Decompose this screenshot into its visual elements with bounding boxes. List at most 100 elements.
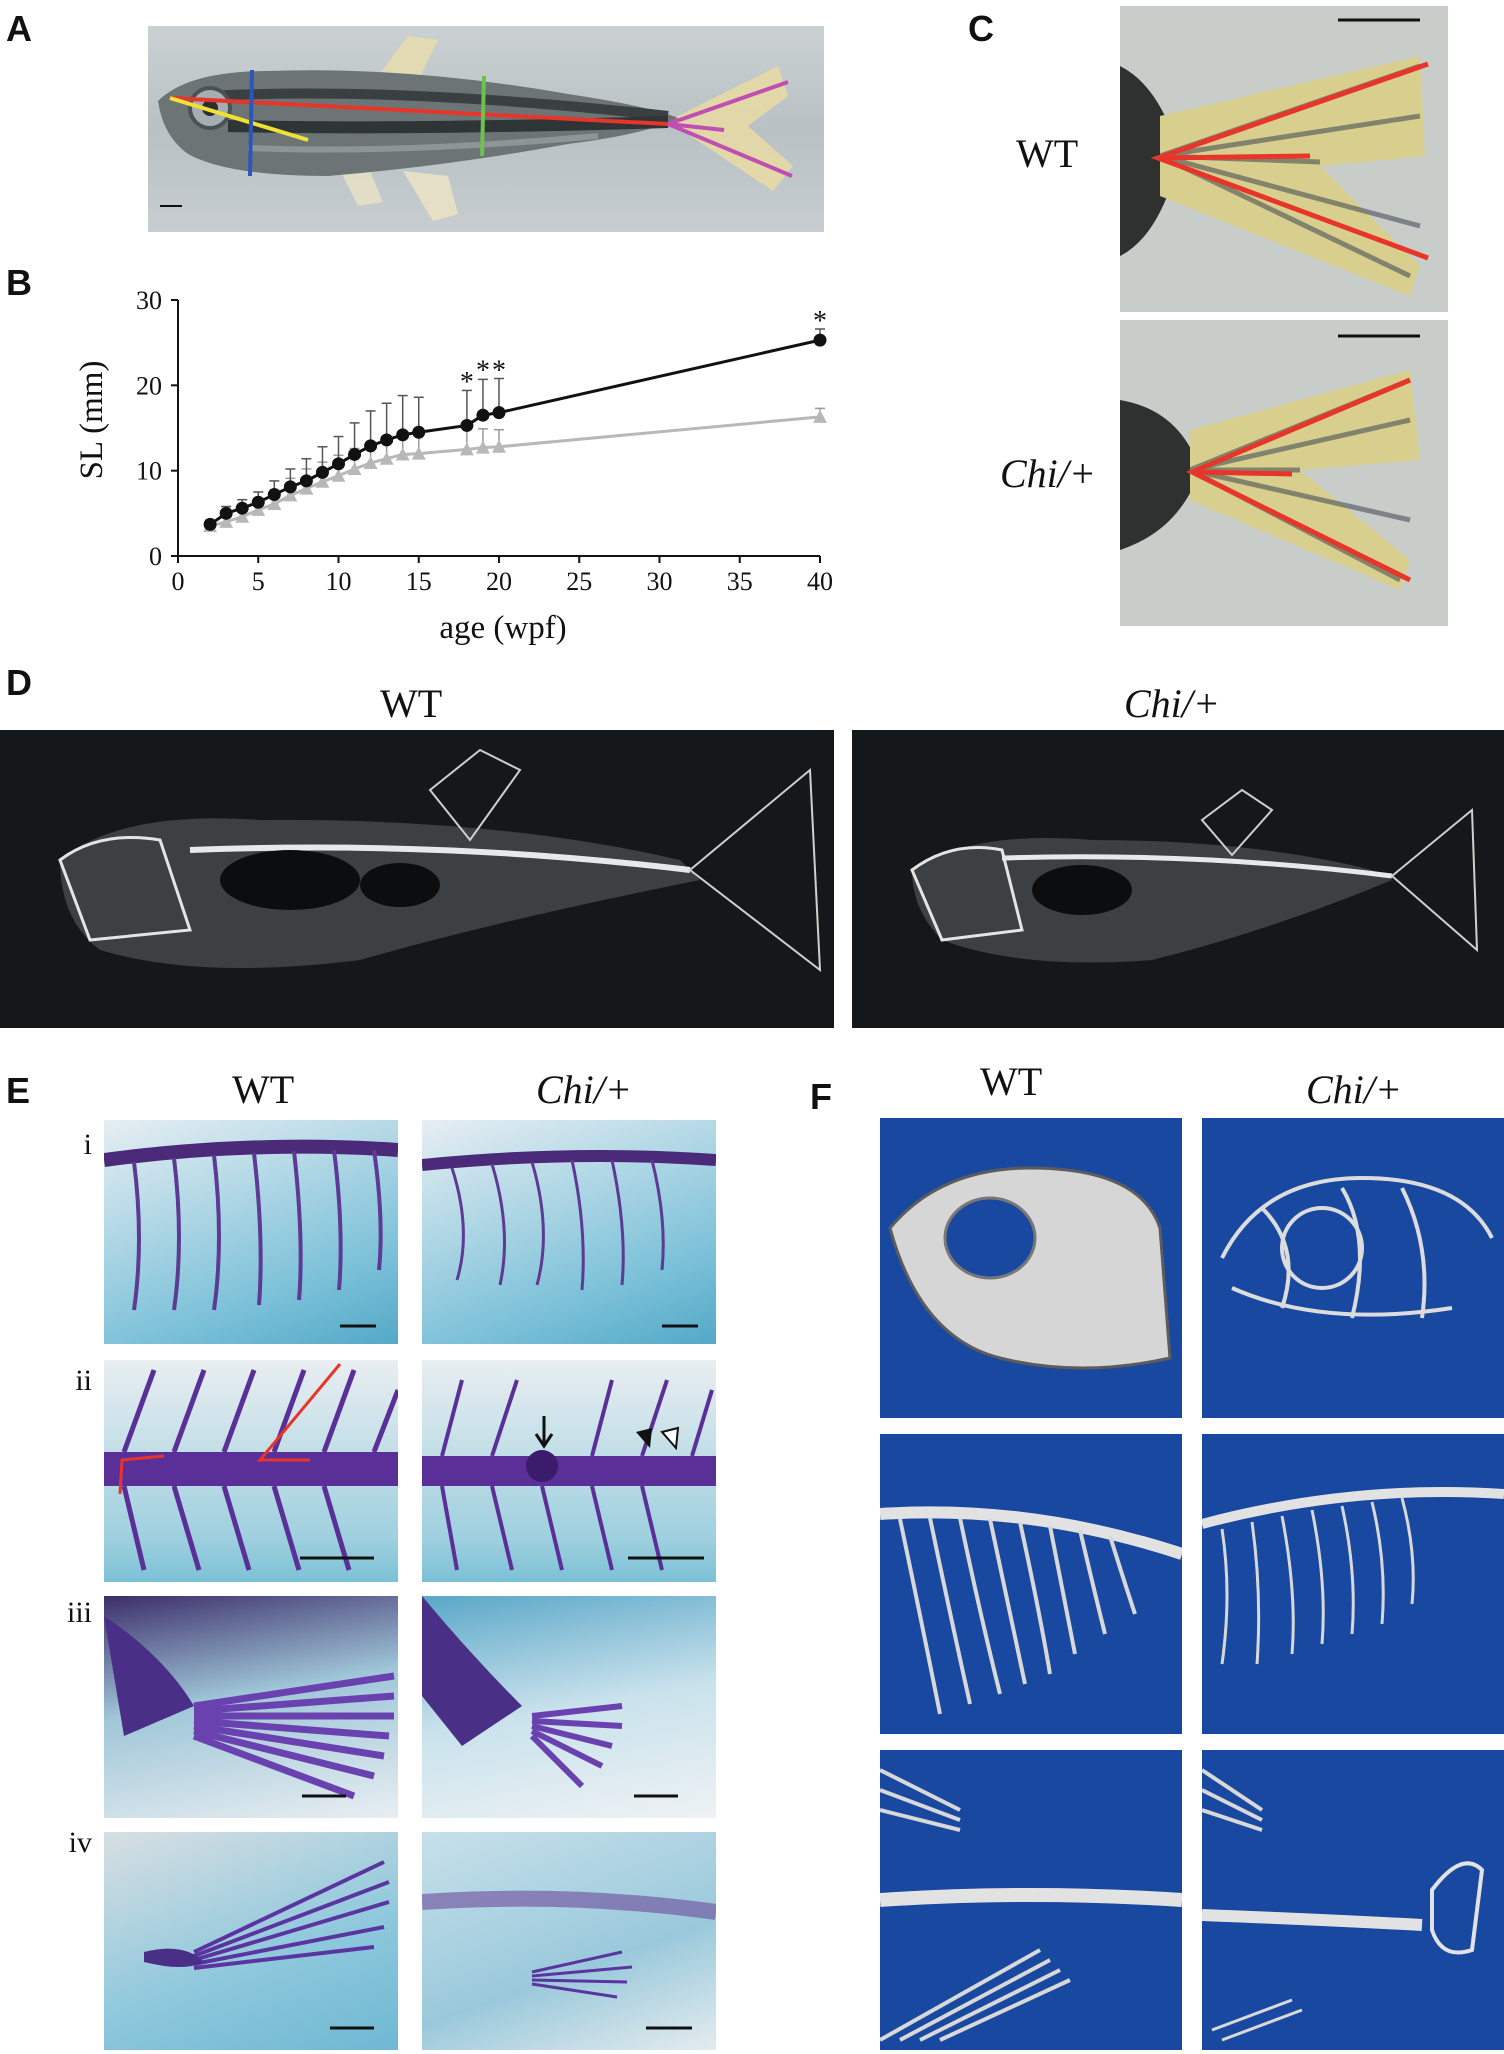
data-point (203, 517, 217, 531)
panel-label-d: D (6, 662, 32, 703)
data-point (459, 442, 474, 456)
zebrafish-body-svg (158, 36, 793, 221)
mutant-vertebral-column (422, 1150, 716, 1171)
panel-e-mutant-label: Chi/+ (536, 1067, 632, 1112)
wt-swim-bladder-posterior (360, 863, 440, 907)
mutant-peduncle (1120, 400, 1200, 550)
mutant-ct-caudal-fin (1430, 1861, 1485, 1955)
head-length-line (169, 96, 309, 142)
data-point (412, 425, 426, 439)
x-tick-label: 10 (326, 567, 352, 596)
y-axis-label: SL (mm) (74, 361, 110, 480)
data-point (476, 408, 490, 422)
mutant-centra (422, 1456, 716, 1486)
caudal-fin (668, 66, 793, 191)
panel-label-e: E (6, 1070, 31, 1111)
x-tick-label: 15 (406, 567, 432, 596)
panel-f-wt-label: WT (980, 1059, 1043, 1104)
row-label-iii: iii (66, 1596, 92, 1629)
wt-ct-tail-svg (880, 1768, 1182, 2042)
data-point (460, 418, 474, 432)
x-tick-label: 40 (807, 567, 833, 596)
data-point (380, 433, 394, 447)
data-point (267, 488, 281, 502)
data-point (267, 496, 282, 510)
body-depth-line-eye (248, 69, 254, 177)
wt-pelvic-rays (193, 1860, 390, 1970)
y-tick-label: 30 (136, 286, 162, 315)
data-point (315, 474, 330, 488)
arrowhead-filled-icon (636, 1428, 652, 1448)
wt-xray-dorsal-fin (428, 748, 522, 842)
wt-stain-i (104, 1120, 398, 1344)
series-line (209, 415, 821, 528)
wt-stain-iii-svg (104, 1616, 395, 1800)
x-axis-label: age (wpf) (439, 610, 566, 646)
data-point (283, 480, 297, 494)
wt-pelvic-girdle (144, 1948, 204, 1967)
mutant-xray-caudal-fin (1390, 807, 1479, 953)
wt-spines (121, 1369, 398, 1571)
panel-f-mutant-label: Chi/+ (1306, 1067, 1402, 1112)
arrow-icon (534, 1416, 554, 1449)
mutant-stain-ii (422, 1360, 716, 1582)
data-point (219, 514, 234, 528)
wt-caudal-fin-svg (1120, 18, 1429, 296)
panel-d-wt-label: WT (380, 681, 443, 726)
mutant-ct-caudal-spine (1202, 1909, 1423, 1931)
caudal-upper-line (667, 80, 789, 126)
wt-stain-ii-svg (104, 1363, 398, 1571)
data-point (379, 451, 394, 465)
mutant-fin-measure-inner (1191, 469, 1293, 477)
wt-stain-iv-svg (144, 1860, 390, 2030)
panel-d-mutant-label: Chi/+ (1124, 681, 1220, 726)
panel-label-c: C (968, 8, 994, 49)
significance-marker: * (476, 356, 490, 387)
mutant-ct-spine (1202, 1487, 1504, 1529)
arrowhead-open-icon (660, 1426, 680, 1451)
significance-marker: * (813, 306, 827, 337)
mutant-fused-vertebra (526, 1450, 558, 1482)
data-point (396, 428, 410, 442)
wt-fin-tissue (1160, 56, 1425, 296)
data-point (411, 446, 426, 460)
significance-marker: * (460, 367, 474, 398)
wt-ct-tail (880, 1750, 1182, 2050)
series-wt (203, 328, 827, 531)
data-point (363, 455, 378, 469)
row-label-i: i (83, 1128, 92, 1161)
wt-stain-iii (104, 1596, 398, 1818)
panel-c-mutant-label: Chi/+ (1000, 451, 1096, 496)
series-mutant (203, 407, 827, 533)
pelvic-fin (338, 166, 383, 206)
stripe-2 (227, 116, 669, 134)
data-point (492, 439, 506, 453)
data-point (235, 501, 249, 515)
mutant-xray-skull (910, 846, 1024, 942)
wt-ct-trunk-svg (880, 1506, 1182, 1715)
wt-ct-head (880, 1118, 1182, 1418)
mutant-stain-iv-svg (422, 1890, 716, 2030)
mutant-ct-head-svg (1220, 1175, 1494, 1319)
wt-orbit (943, 1196, 1037, 1280)
zebrafish-photo (148, 26, 824, 232)
x-tick-label: 0 (172, 567, 185, 596)
mutant-swim-bladder (1032, 865, 1132, 915)
body-depth-line-anal (480, 75, 486, 157)
mutant-ribs (450, 1159, 665, 1291)
mutant-caudal-fin-svg (1120, 334, 1420, 590)
wt-skull-render (888, 1166, 1172, 1370)
panel-label-b: B (6, 262, 32, 303)
data-point (251, 495, 265, 509)
x-tick-label: 25 (566, 567, 592, 596)
mutant-stain-ii-svg (422, 1379, 716, 1571)
mutant-pectoral-girdle (422, 1596, 522, 1746)
data-point (395, 447, 410, 461)
stripe-3 (247, 133, 599, 153)
wt-xray-svg (58, 748, 822, 973)
mutant-xray-spine (1001, 854, 1393, 879)
panel-label-a: A (6, 8, 32, 49)
wt-fin-measure-inner (1157, 153, 1311, 161)
